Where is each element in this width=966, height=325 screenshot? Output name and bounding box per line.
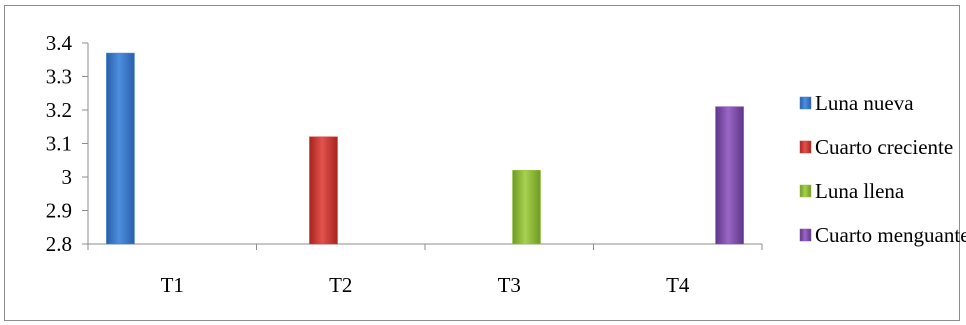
chart-frame bbox=[4, 5, 960, 321]
y-tick-label: 2.9 bbox=[46, 199, 72, 223]
bar-luna-nueva-t1 bbox=[106, 52, 135, 245]
x-tick-label: T4 bbox=[666, 273, 690, 297]
legend-swatch bbox=[799, 96, 812, 110]
legend-label: Luna llena bbox=[815, 179, 905, 203]
bar-cuarto-creciente-t2 bbox=[309, 136, 338, 245]
legend-item: Cuarto menguante bbox=[799, 223, 966, 247]
legend-label: Cuarto menguante bbox=[815, 223, 966, 247]
legend-item: Luna nueva bbox=[799, 91, 914, 115]
legend-label: Cuarto creciente bbox=[815, 135, 953, 159]
x-axis: T1 T2 T3 T4 bbox=[87, 243, 763, 297]
legend-item: Luna llena bbox=[799, 179, 905, 203]
y-tick-label: 3.4 bbox=[46, 31, 73, 55]
legend: Luna nueva Cuarto creciente Luna llena Cuar… bbox=[799, 91, 966, 247]
legend-item: Cuarto creciente bbox=[799, 135, 953, 159]
y-tick-label: 3.1 bbox=[46, 132, 72, 156]
y-tick-label: 2.8 bbox=[46, 232, 72, 256]
x-tick-label: T2 bbox=[329, 273, 352, 297]
legend-label: Luna nueva bbox=[815, 91, 914, 115]
y-axis: 2.8 2.9 3 3.1 3.2 3.3 3.4 bbox=[46, 31, 89, 256]
bar-luna-llena-t3 bbox=[512, 170, 541, 245]
legend-swatch bbox=[799, 228, 812, 242]
legend-swatch bbox=[799, 184, 812, 198]
y-tick-label: 3.2 bbox=[46, 98, 72, 122]
bars bbox=[106, 52, 744, 245]
x-tick-label: T1 bbox=[161, 273, 184, 297]
y-tick-label: 3.3 bbox=[46, 65, 72, 89]
y-tick-label: 3 bbox=[62, 165, 73, 189]
x-tick-label: T3 bbox=[498, 273, 521, 297]
bar-cuarto-menguante-t4 bbox=[715, 106, 744, 245]
legend-swatch bbox=[799, 140, 812, 154]
